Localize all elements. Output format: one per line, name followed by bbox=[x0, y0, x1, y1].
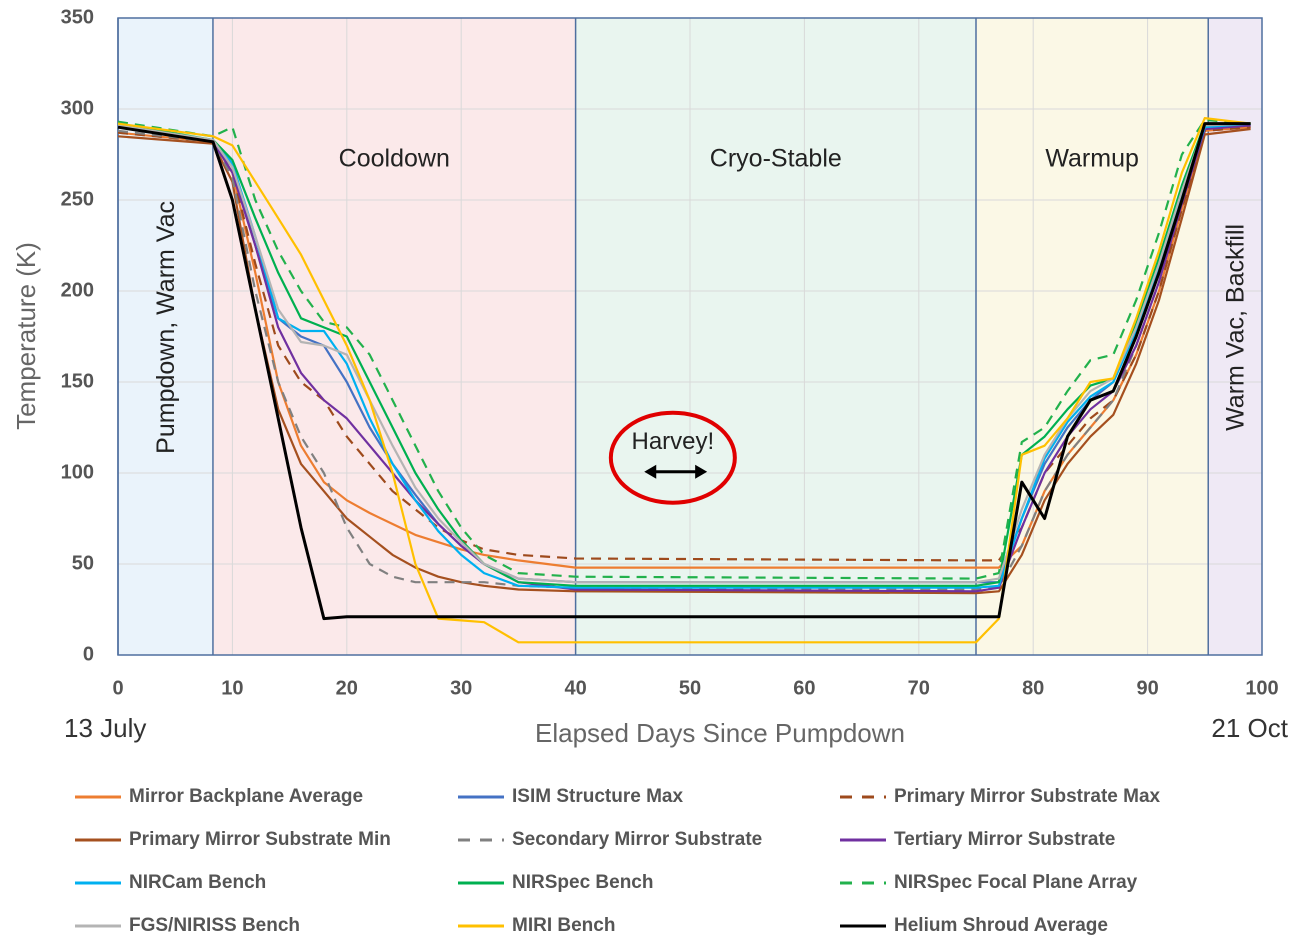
x-tick-label: 10 bbox=[221, 677, 243, 699]
annotation-circle bbox=[608, 410, 737, 505]
x-tick-label: 50 bbox=[679, 677, 701, 699]
legend-label: NIRSpec Focal Plane Array bbox=[894, 872, 1138, 893]
y-tick-label: 50 bbox=[72, 552, 94, 574]
x-tick-label: 40 bbox=[564, 677, 586, 699]
x-tick-label: 0 bbox=[112, 677, 123, 699]
phase-region bbox=[575, 18, 976, 655]
region-label: Cryo-Stable bbox=[710, 145, 842, 173]
phase-region bbox=[212, 18, 576, 655]
x-axis-label: Elapsed Days Since Pumpdown bbox=[535, 718, 905, 748]
legend-label: NIRSpec Bench bbox=[512, 872, 653, 893]
region-label: Pumpdown, Warm Vac bbox=[152, 201, 180, 454]
region-label: Warm Vac, Backfill bbox=[1222, 224, 1250, 431]
legend-label: ISIM Structure Max bbox=[512, 786, 683, 807]
series-line bbox=[117, 117, 1251, 644]
y-tick-label: 0 bbox=[83, 643, 94, 665]
x-tick-label: 30 bbox=[450, 677, 472, 699]
legend-label: Secondary Mirror Substrate bbox=[512, 829, 762, 850]
legend-label: Primary Mirror Substrate Max bbox=[894, 786, 1161, 807]
series-line bbox=[117, 122, 1251, 621]
y-axis-label: Temperature (K) bbox=[11, 242, 41, 430]
y-tick-label: 300 bbox=[61, 97, 94, 119]
series-line bbox=[117, 127, 1251, 595]
legend-label: NIRCam Bench bbox=[129, 872, 266, 893]
region-label: Cooldown bbox=[339, 145, 450, 173]
series-line bbox=[117, 122, 1251, 584]
legend-label: FGS/NIRISS Bench bbox=[129, 915, 300, 936]
date-label: 13 July bbox=[64, 713, 146, 743]
phase-region bbox=[118, 18, 213, 655]
region-label: Warmup bbox=[1045, 145, 1139, 173]
y-tick-label: 200 bbox=[61, 279, 94, 301]
x-tick-label: 70 bbox=[908, 677, 930, 699]
x-tick-label: 90 bbox=[1136, 677, 1158, 699]
y-tick-label: 150 bbox=[61, 370, 94, 392]
series-line bbox=[117, 118, 1251, 580]
x-tick-label: 100 bbox=[1245, 677, 1278, 699]
legend-label: Helium Shroud Average bbox=[894, 915, 1108, 936]
plot-frame bbox=[117, 17, 1263, 656]
date-label: 21 Oct bbox=[1211, 713, 1288, 743]
y-tick-label: 350 bbox=[61, 6, 94, 28]
y-tick-label: 250 bbox=[61, 188, 94, 210]
y-tick-label: 100 bbox=[61, 461, 94, 483]
series-line bbox=[117, 126, 1251, 562]
x-tick-label: 80 bbox=[1022, 677, 1044, 699]
x-tick-label: 60 bbox=[793, 677, 815, 699]
legend-label: Primary Mirror Substrate Min bbox=[129, 829, 391, 850]
series-line bbox=[117, 124, 1251, 591]
legend-label: MIRI Bench bbox=[512, 915, 615, 936]
annotation-text: Harvey! bbox=[631, 428, 714, 455]
x-tick-label: 20 bbox=[336, 677, 358, 699]
legend-label: Mirror Backplane Average bbox=[129, 786, 363, 807]
legend-label: Tertiary Mirror Substrate bbox=[894, 829, 1115, 850]
